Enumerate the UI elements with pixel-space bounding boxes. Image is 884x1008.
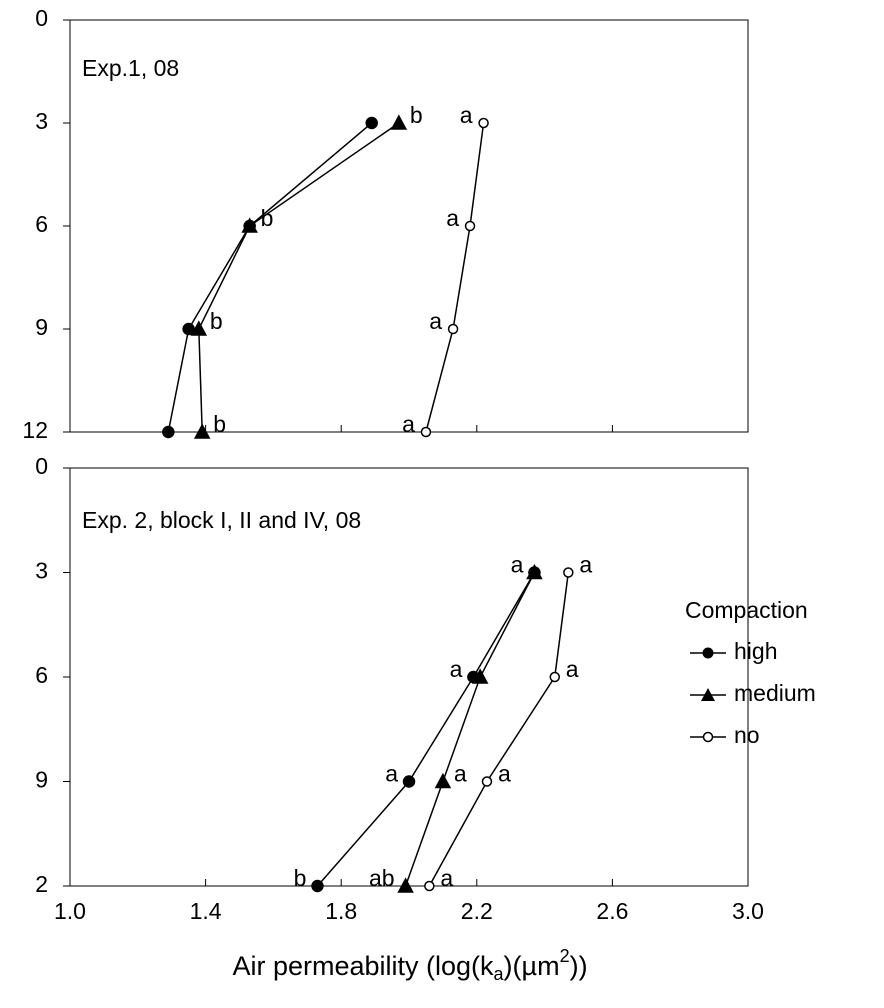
data-label: a	[450, 656, 463, 682]
legend-marker	[701, 688, 715, 701]
series-line	[167, 122, 373, 433]
data-label: a	[429, 308, 442, 334]
x-axis-title-part: ))	[570, 951, 588, 981]
x-axis-title-sup: 2	[560, 946, 570, 966]
marker	[464, 220, 476, 232]
marker	[390, 114, 408, 130]
data-label: b	[210, 308, 223, 334]
panel-annotation: Exp.1, 08	[82, 55, 179, 81]
y-tick-label: 0	[35, 453, 48, 479]
data-label: ab	[369, 865, 395, 891]
legend-marker	[702, 647, 714, 659]
data-label: a	[511, 552, 524, 578]
marker	[424, 880, 435, 892]
data-label: a	[454, 761, 467, 787]
plot-frame	[69, 19, 749, 433]
marker	[526, 563, 543, 580]
marker	[193, 423, 211, 439]
data-label: a	[579, 552, 592, 578]
x-axis-title: Air permeability (log(ka)(µm2))	[232, 946, 587, 984]
legend-label: medium	[734, 680, 816, 706]
y-tick-label: 3	[35, 558, 48, 584]
y-tick-label: 9	[35, 314, 48, 340]
x-axis-title-part: Air permeability (log(k	[232, 951, 494, 981]
x-tick-label: 1.4	[190, 898, 222, 924]
y-tick-label: 12	[22, 417, 48, 443]
marker	[478, 117, 489, 129]
legend-label: no	[734, 722, 760, 748]
series-line	[404, 572, 536, 887]
data-label: a	[446, 205, 459, 231]
marker	[190, 320, 208, 336]
data-label: a	[498, 761, 511, 787]
marker	[365, 116, 378, 130]
marker	[420, 426, 432, 438]
x-tick-label: 2.2	[461, 898, 493, 924]
y-tick-label: 6	[35, 662, 48, 688]
marker	[447, 323, 459, 335]
x-axis-title-part: )(µm	[504, 951, 560, 981]
x-tick-label: 1.0	[54, 898, 86, 924]
marker	[471, 668, 489, 684]
marker	[434, 772, 452, 789]
y-tick-label: 2	[35, 871, 48, 897]
data-label: b	[410, 102, 423, 128]
series-line	[316, 572, 536, 887]
legend-marker	[702, 731, 714, 743]
x-tick-label: 3.0	[732, 898, 764, 924]
x-tick-label: 1.8	[325, 898, 357, 924]
series-line	[198, 122, 400, 433]
marker	[162, 425, 175, 439]
data-label: a	[566, 656, 579, 682]
legend-title: Compaction	[685, 597, 808, 623]
series-line	[428, 572, 570, 887]
marker	[397, 877, 414, 893]
legend-label: high	[734, 638, 777, 664]
data-label: a	[440, 865, 453, 891]
data-label: a	[402, 411, 415, 437]
marker	[182, 322, 195, 336]
x-tick-label: 2.6	[596, 898, 628, 924]
marker	[563, 567, 574, 578]
x-axis-title-sub: a	[494, 964, 505, 984]
y-tick-label: 9	[35, 767, 48, 793]
y-tick-label: 6	[35, 211, 48, 237]
y-tick-label: 0	[35, 5, 48, 31]
data-label: b	[213, 411, 226, 437]
marker	[311, 879, 324, 893]
series-line	[425, 122, 485, 433]
data-label: a	[385, 761, 398, 787]
data-label: b	[294, 865, 307, 891]
data-label: a	[460, 102, 473, 128]
marker	[549, 671, 561, 683]
panel-annotation: Exp. 2, block I, II and IV, 08	[82, 507, 361, 533]
data-label: b	[261, 205, 274, 231]
marker	[481, 776, 493, 787]
marker	[402, 775, 416, 788]
marker	[241, 217, 258, 233]
y-tick-label: 3	[35, 108, 48, 134]
